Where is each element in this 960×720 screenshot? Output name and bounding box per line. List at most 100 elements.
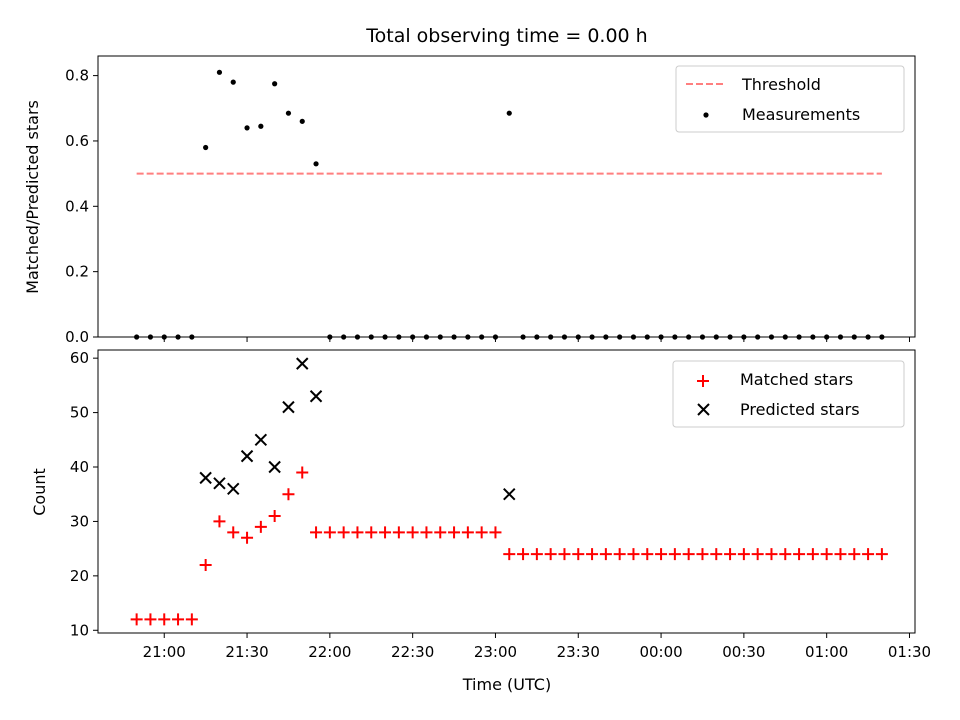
predicted-star-point: [503, 488, 516, 501]
matched-star-point: [806, 548, 819, 561]
matched-star-point: [696, 548, 709, 561]
matched-star-point: [682, 548, 695, 561]
matched-star-point: [875, 548, 888, 561]
predicted-legend-label: Predicted stars: [740, 400, 860, 419]
matched-star-point: [599, 548, 612, 561]
matched-star-point: [779, 548, 792, 561]
measurement-point: [313, 161, 319, 167]
matched-star-point: [296, 466, 309, 479]
matched-star-point: [627, 548, 640, 561]
predicted-star-point: [296, 357, 309, 370]
predicted-legend-swatch: [697, 403, 710, 416]
matched-star-point: [448, 526, 461, 539]
matched-star-point: [227, 526, 240, 539]
top-y-tick-label: 0.6: [65, 132, 89, 150]
predicted-star-point: [254, 433, 268, 447]
top-legend-box: [675, 65, 905, 133]
matched-star-point: [392, 526, 405, 539]
bottom-frame: [97, 349, 916, 634]
matched-star-point: [172, 613, 185, 626]
matched-star-point: [268, 509, 281, 522]
top-panel: 0.00.20.40.60.8 Matched/Predicted stars …: [23, 55, 916, 346]
measurement-point: [230, 79, 236, 85]
matched-star-point: [199, 558, 212, 571]
matched-star-point: [282, 488, 295, 501]
bottom-x-tick-label: 22:30: [391, 643, 434, 661]
matched-star-point: [379, 526, 392, 539]
bottom-x-tick-label: 21:30: [225, 643, 268, 661]
matched-star-point: [241, 531, 254, 544]
matched-star-point: [365, 526, 378, 539]
predicted-star-point: [227, 482, 240, 495]
chart-title: Total observing time = 0.00 h: [365, 25, 647, 47]
top-y-tick-label: 0.0: [65, 328, 89, 346]
predicted-star-point: [199, 471, 212, 485]
matched-star-point: [213, 515, 226, 528]
matched-star-point: [130, 613, 143, 626]
bottom-x-tick-label: 23:30: [557, 643, 600, 661]
matched-star-point: [144, 613, 157, 626]
bottom-plot-area: [130, 357, 888, 626]
bottom-x-tick-label: 21:00: [143, 643, 186, 661]
matched-star-point: [489, 526, 502, 539]
bottom-x-tick-label: 00:00: [639, 643, 682, 661]
bottom-y-tick-label: 20: [70, 567, 89, 585]
matched-legend-label: Matched stars: [740, 370, 853, 389]
matched-star-point: [351, 526, 364, 539]
matched-star-point: [420, 526, 433, 539]
matched-star-point: [406, 526, 419, 539]
measurement-point: [244, 125, 250, 131]
measurement-point: [285, 110, 292, 116]
bottom-legend-box: [672, 360, 905, 428]
bottom-y-axis: 10 20 30 40 50 60: [70, 349, 98, 639]
matched-star-point: [710, 548, 723, 561]
bottom-y-tick-label: 50: [70, 404, 89, 422]
top-frame: [97, 55, 916, 338]
matched-star-point: [475, 526, 488, 539]
bottom-y-tick-label: 60: [70, 349, 89, 367]
matched-star-point: [337, 526, 350, 539]
matched-star-point: [530, 548, 543, 561]
bottom-panel: 10 20 30 40 50 60 21:00 21:30 22:00 22:30 23:00 23…: [30, 349, 931, 694]
bottom-y-tick-label: 40: [70, 458, 89, 476]
top-x-axis: [163, 337, 910, 342]
bottom-x-tick-label: 23:00: [474, 643, 517, 661]
top-y-tick-label: 0.2: [65, 263, 89, 281]
matched-star-point: [862, 548, 875, 561]
matched-star-point: [655, 548, 668, 561]
matched-star-point: [254, 520, 267, 533]
matched-star-point: [310, 526, 323, 539]
matched-star-point: [737, 548, 750, 561]
matched-star-point: [434, 526, 447, 539]
measurement-point: [272, 81, 278, 87]
matched-star-point: [641, 548, 654, 561]
matched-star-point: [461, 526, 474, 539]
measurements-legend-swatch: [703, 112, 709, 118]
matched-star-point: [724, 548, 737, 561]
measurement-point: [506, 110, 512, 116]
matched-star-point: [586, 548, 599, 561]
predicted-star-point: [309, 390, 323, 403]
predicted-star-point: [268, 460, 281, 474]
bottom-x-tick-label: 01:30: [888, 643, 931, 661]
top-y-tick-label: 0.8: [65, 67, 89, 85]
matched-star-point: [820, 548, 833, 561]
matched-star-point: [765, 548, 778, 561]
top-y-tick-label: 0.4: [65, 197, 89, 215]
matched-star-point: [793, 548, 806, 561]
bottom-x-tick-label: 22:00: [308, 643, 351, 661]
matched-star-point: [668, 548, 681, 561]
matched-star-point: [558, 548, 571, 561]
top-y-axis: 0.0 0.2 0.4 0.6 0.8: [65, 67, 98, 346]
top-y-label: Matched/Predicted stars: [23, 100, 42, 294]
predicted-star-point: [282, 400, 295, 414]
bottom-y-tick-label: 30: [70, 512, 89, 530]
matched-star-point: [517, 548, 530, 561]
bottom-x-label: Time (UTC): [462, 675, 551, 694]
matched-star-point: [613, 548, 626, 561]
matched-star-point: [834, 548, 847, 561]
matched-star-point: [848, 548, 861, 561]
top-legend: Threshold Measurements: [675, 65, 905, 133]
bottom-x-tick-label: 01:00: [805, 643, 848, 661]
